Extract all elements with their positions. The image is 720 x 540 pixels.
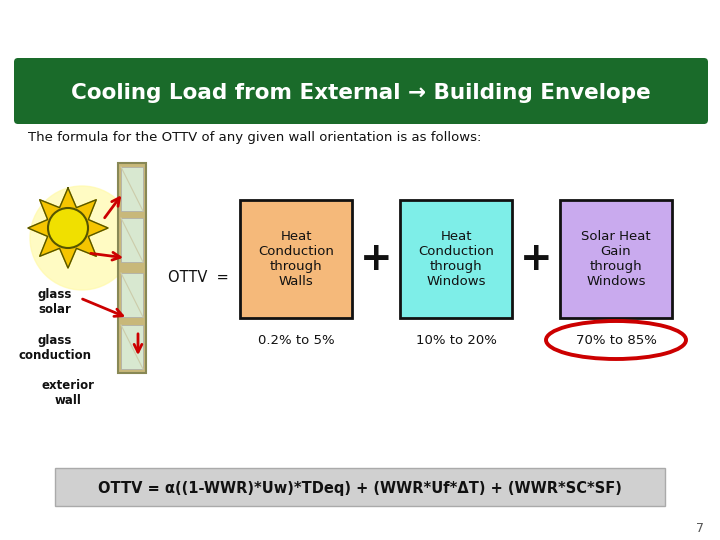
Text: OTTV = α((1-WWR)*Uw)*TDeq) + (WWR*Uf*ΔT) + (WWR*SC*SF): OTTV = α((1-WWR)*Uw)*TDeq) + (WWR*Uf*ΔT)… (98, 481, 622, 496)
FancyBboxPatch shape (14, 58, 708, 124)
Text: OTTV  =: OTTV = (168, 271, 228, 286)
Bar (560, 200, 672, 318)
Text: The formula for the OTTV of any given wall orientation is as follows:: The formula for the OTTV of any given wa… (28, 132, 482, 145)
Bar (121, 167, 143, 211)
Bar (400, 200, 512, 318)
Bar (118, 163, 146, 373)
Polygon shape (28, 188, 108, 268)
Text: +: + (520, 240, 552, 278)
Bar (55, 468, 665, 506)
Circle shape (30, 186, 134, 290)
Bar (121, 325, 143, 369)
Text: glass
conduction: glass conduction (19, 334, 91, 362)
Circle shape (48, 208, 88, 248)
Bar (121, 218, 143, 262)
Bar (121, 273, 143, 317)
Text: 70% to 85%: 70% to 85% (575, 334, 657, 347)
Text: +: + (360, 240, 392, 278)
Text: 10% to 20%: 10% to 20% (415, 334, 496, 347)
Bar (240, 200, 352, 318)
Text: 0.2% to 5%: 0.2% to 5% (258, 334, 334, 347)
Text: Cooling Load from External → Building Envelope: Cooling Load from External → Building En… (71, 83, 651, 103)
Text: 7: 7 (696, 522, 704, 535)
Text: exterior
wall: exterior wall (42, 379, 94, 407)
Text: Solar Heat
Gain
through
Windows: Solar Heat Gain through Windows (581, 230, 651, 288)
Text: Heat
Conduction
through
Windows: Heat Conduction through Windows (418, 230, 494, 288)
Text: glass
solar: glass solar (38, 288, 72, 316)
Text: Heat
Conduction
through
Walls: Heat Conduction through Walls (258, 230, 334, 288)
